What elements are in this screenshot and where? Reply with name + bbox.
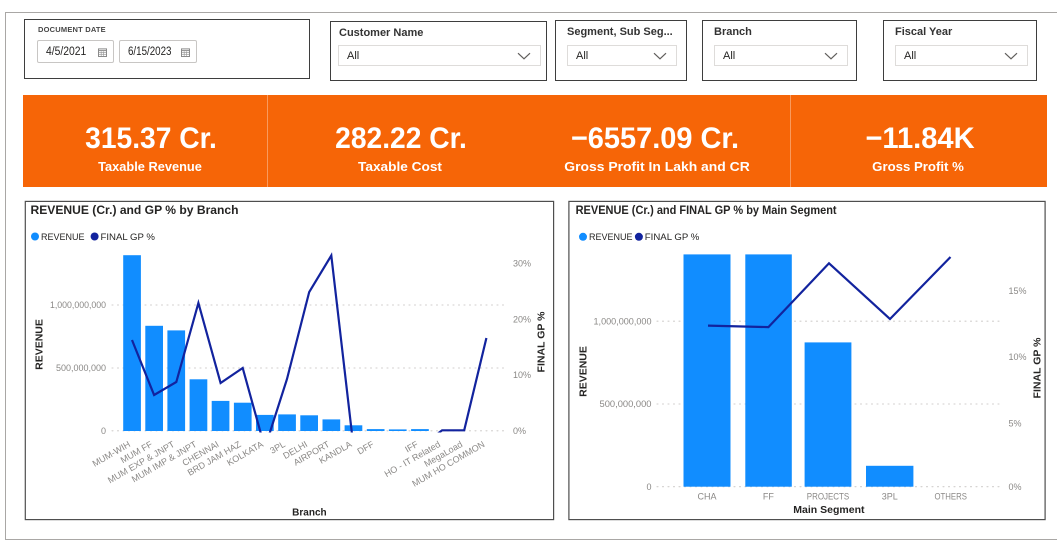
svg-text:FINAL GP %: FINAL GP % [101, 232, 156, 242]
svg-text:REVENUE: REVENUE [34, 319, 46, 370]
svg-text:DFF: DFF [355, 439, 376, 457]
svg-text:0%: 0% [513, 426, 526, 436]
svg-text:500,000,000: 500,000,000 [600, 399, 652, 409]
svg-text:REVENUE: REVENUE [589, 232, 633, 242]
svg-text:REVENUE (Cr.) and FINAL GP % b: REVENUE (Cr.) and FINAL GP % by Main Seg… [576, 205, 837, 217]
svg-text:Branch: Branch [292, 508, 326, 519]
svg-text:0%: 0% [1009, 482, 1022, 492]
svg-text:PROJECTS: PROJECTS [807, 492, 850, 502]
svg-text:0: 0 [101, 426, 106, 436]
svg-text:10%: 10% [513, 370, 531, 380]
svg-text:REVENUE: REVENUE [578, 346, 590, 397]
svg-text:FINAL GP %: FINAL GP % [645, 232, 700, 242]
svg-text:5%: 5% [1009, 418, 1022, 428]
svg-text:REVENUE: REVENUE [41, 232, 85, 242]
svg-text:500,000,000: 500,000,000 [56, 363, 106, 373]
svg-text:20%: 20% [513, 315, 531, 325]
svg-text:OTHERS: OTHERS [934, 492, 967, 502]
svg-text:FINAL GP %: FINAL GP % [536, 311, 548, 373]
svg-text:1,000,000,000: 1,000,000,000 [594, 316, 652, 326]
svg-text:15%: 15% [1009, 286, 1027, 296]
svg-text:10%: 10% [1009, 352, 1027, 362]
svg-text:REVENUE (Cr.) and GP % by Bran: REVENUE (Cr.) and GP % by Branch [31, 205, 239, 217]
svg-text:CHA: CHA [697, 492, 716, 502]
svg-text:FINAL GP %: FINAL GP % [1032, 337, 1044, 399]
svg-text:Main Segment: Main Segment [793, 504, 865, 516]
svg-text:3PL: 3PL [882, 492, 898, 502]
svg-text:1,000,000,000: 1,000,000,000 [50, 300, 106, 310]
svg-text:0: 0 [646, 482, 651, 492]
svg-text:FF: FF [763, 492, 774, 502]
svg-text:30%: 30% [513, 259, 531, 269]
